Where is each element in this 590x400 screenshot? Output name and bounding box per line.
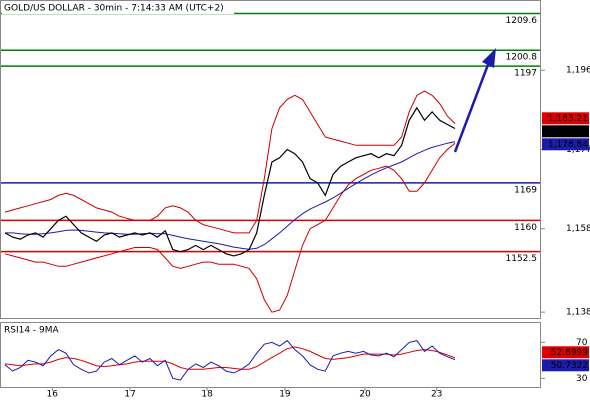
- value-box: [542, 346, 589, 359]
- level-label: 1197: [514, 69, 537, 79]
- y-tick-label: 1,158: [566, 224, 590, 234]
- price-panel: [0, 0, 541, 319]
- value-box-label: 1,183.21: [548, 114, 588, 124]
- x-tick-label: 23: [431, 390, 442, 400]
- plot-layer: 1,1961,1771,1581,1381209.61200.811971169…: [1, 12, 590, 400]
- x-tick-label: 18: [201, 390, 213, 400]
- y-tick-label: 30: [576, 374, 588, 384]
- level-label: 1200.8: [506, 53, 538, 63]
- level-label: 1160: [514, 223, 537, 233]
- value-box: [542, 112, 589, 125]
- y-tick-label: 1,138: [566, 308, 590, 318]
- x-tick-label: 20: [359, 390, 371, 400]
- value-box-label: 1,178.84: [548, 140, 588, 150]
- level-label: 1152.5: [506, 254, 538, 264]
- value-box: [542, 359, 589, 372]
- level-label: 1169: [514, 185, 537, 195]
- value-box-label: 1,182.03: [548, 127, 588, 137]
- value-box: [542, 138, 589, 151]
- x-tick-label: 19: [279, 390, 291, 400]
- title-bg: [2, 1, 234, 14]
- series-line: [4, 106, 456, 257]
- x-tick-label: 16: [47, 390, 59, 400]
- rsi-panel: [0, 322, 541, 388]
- level-label: 1209.6: [506, 16, 538, 26]
- x-tick-label: 17: [124, 390, 135, 400]
- arrow-head: [482, 48, 496, 68]
- series-line: [5, 141, 456, 250]
- series-line: [4, 90, 456, 234]
- series-line: [4, 142, 456, 313]
- forecast-arrow: [453, 61, 491, 153]
- y-tick-label: 70: [576, 338, 588, 348]
- series-line: [4, 346, 456, 370]
- value-box-label: 50.7322: [551, 361, 588, 371]
- rsi-title: RSI14 - 9MA: [4, 326, 60, 336]
- y-tick-label: 1,196: [566, 66, 590, 76]
- value-box-label: 52.6999: [551, 348, 588, 358]
- chart-title: GOLD/US DOLLAR - 30min - 7:14:33 AM (UTC…: [4, 4, 224, 14]
- value-box: [542, 125, 589, 138]
- rsi-title-bg: [2, 324, 68, 336]
- series-line: [4, 339, 456, 381]
